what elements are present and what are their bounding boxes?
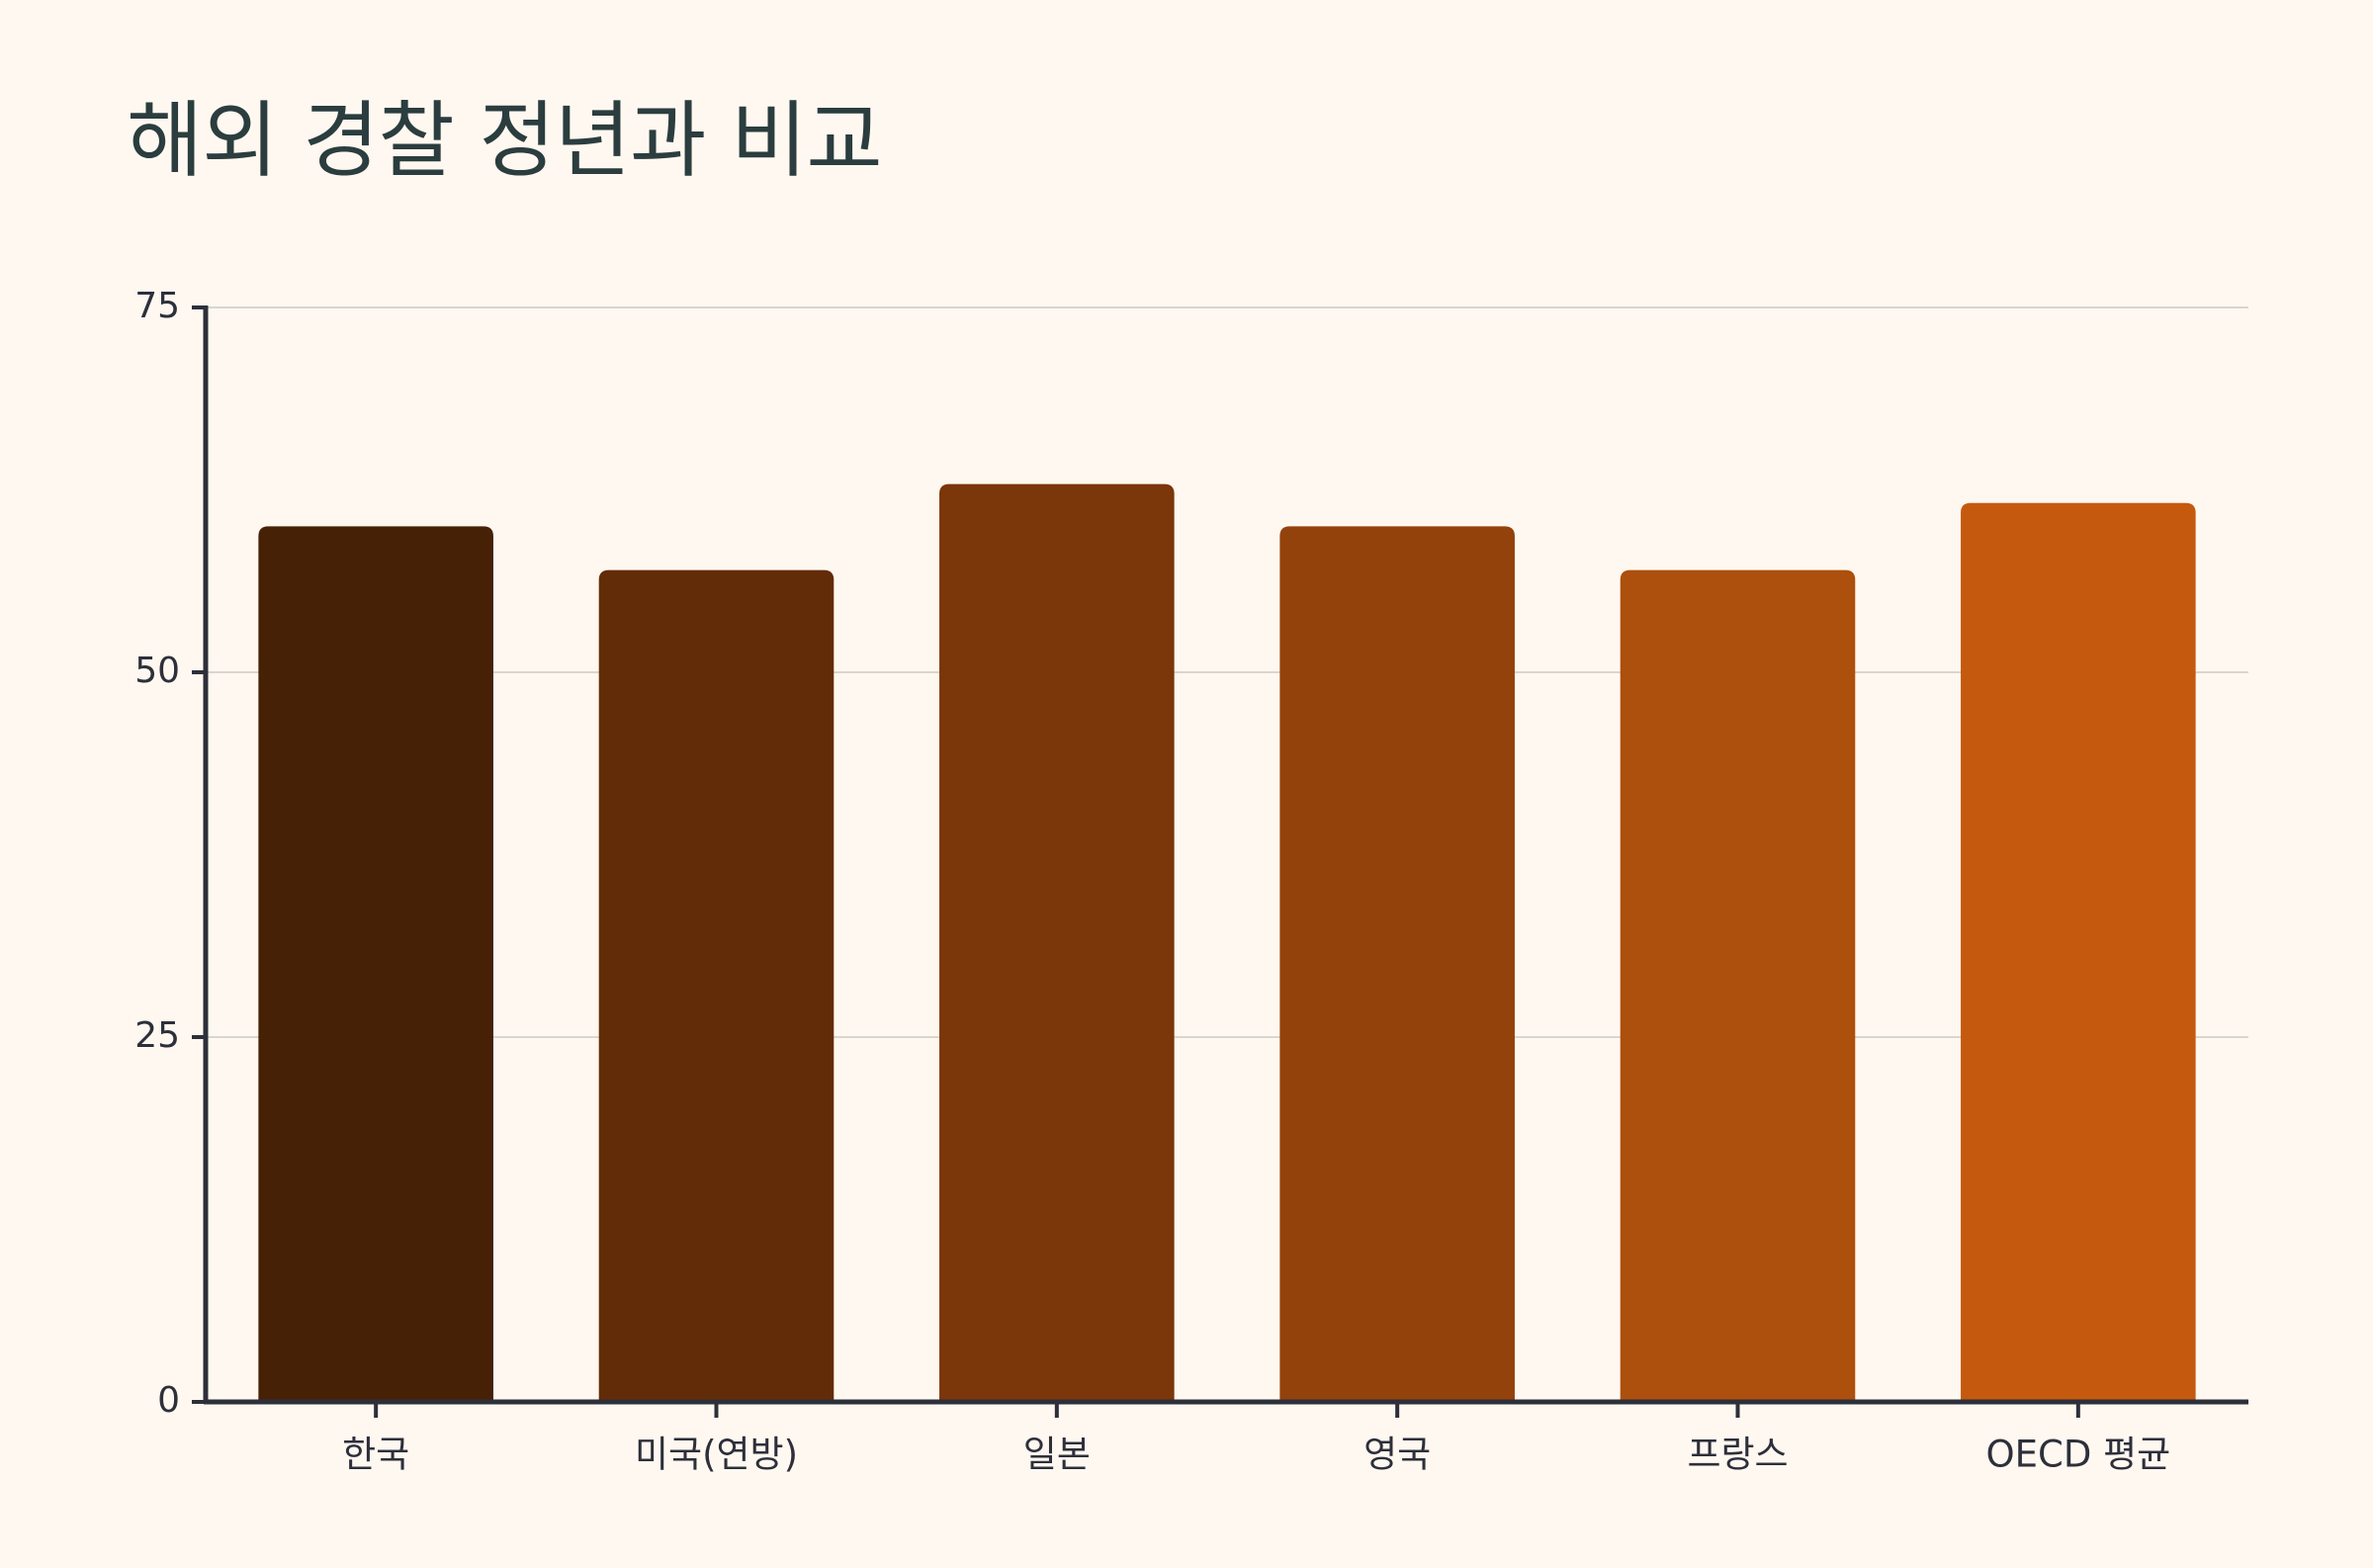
y-tick-label-75: 75: [134, 286, 180, 326]
bar-2: [598, 569, 835, 1402]
x-tick-label-3: 일본: [1023, 1434, 1091, 1476]
y-tick-label-0: 0: [157, 1380, 180, 1421]
axes: [192, 305, 2248, 1418]
x-tick-label-6: OECD 평균: [1985, 1434, 2170, 1476]
y-tick-label-50: 50: [134, 651, 180, 691]
bar-5: [1620, 569, 1856, 1402]
y-tick-label-25: 25: [134, 1015, 180, 1056]
x-tick-label-1: 한국: [342, 1434, 409, 1476]
x-tick-label-2: 미국(연방): [635, 1434, 798, 1476]
bar-3: [939, 483, 1175, 1402]
grid-lines: [206, 306, 2248, 1038]
tick-labels: 0 25 50 75 한국 미국(연방) 일본 영국 프랑스 OECD 평균: [134, 286, 2170, 1476]
bar-1: [258, 526, 493, 1402]
bar-4: [1279, 526, 1515, 1402]
chart-title: 해외 경찰 정년과 비교: [127, 92, 883, 189]
x-tick-label-5: 프랑스: [1687, 1434, 1788, 1476]
x-tick-label-4: 영국: [1363, 1434, 1431, 1476]
bars: [258, 483, 2196, 1402]
bar-6: [1961, 502, 2196, 1402]
